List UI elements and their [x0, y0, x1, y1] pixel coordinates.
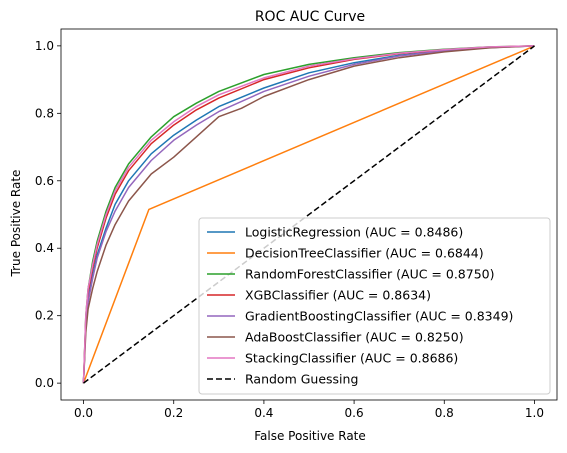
legend-label: DecisionTreeClassifier (AUC = 0.6844)	[245, 246, 484, 261]
legend: LogisticRegression (AUC = 0.8486) Decisio…	[198, 217, 551, 395]
y-axis-label: True Positive Rate	[9, 170, 23, 278]
y-tick-label: 0.8	[35, 106, 54, 120]
legend-label: LogisticRegression (AUC = 0.8486)	[245, 225, 463, 240]
y-tick-label: 0.2	[35, 309, 54, 323]
x-tick-label: 0.2	[164, 406, 183, 420]
y-tick-label: 0.0	[35, 376, 54, 390]
x-tick-label: 0.0	[74, 406, 93, 420]
legend-label: XGBClassifier (AUC = 0.8634)	[245, 288, 431, 303]
y-tick-label: 1.0	[35, 39, 54, 53]
legend-label: AdaBoostClassifier (AUC = 0.8250)	[245, 330, 464, 345]
series-lines	[82, 45, 535, 384]
legend-label: Random Guessing	[245, 372, 358, 387]
x-tick-label: 0.4	[254, 406, 273, 420]
series-line-1	[82, 45, 535, 384]
y-tick-label: 0.6	[35, 174, 54, 188]
series-line-7	[83, 45, 535, 384]
series-line-4	[82, 45, 535, 384]
legend-label: GradientBoostingClassifier (AUC = 0.8349…	[245, 309, 513, 324]
series-line-5	[82, 45, 535, 384]
legend-label: StackingClassifier (AUC = 0.8686)	[245, 351, 458, 366]
x-axis-ticks: 0.0 0.2 0.4 0.6 0.8 1.0	[74, 400, 544, 420]
legend-label: RandomForestClassifier (AUC = 0.8750)	[245, 267, 495, 282]
y-axis-ticks: 0.0 0.2 0.4 0.6 0.8 1.0	[35, 39, 61, 390]
x-tick-label: 1.0	[525, 406, 544, 420]
legend-box	[198, 217, 551, 395]
x-axis-label: False Positive Rate	[254, 429, 366, 443]
chart-title: ROC AUC Curve	[255, 9, 365, 25]
x-tick-label: 0.8	[435, 406, 454, 420]
x-tick-label: 0.6	[345, 406, 364, 420]
axes-frame	[60, 28, 558, 401]
y-tick-label: 0.4	[35, 241, 54, 255]
series-line-6	[82, 45, 535, 384]
